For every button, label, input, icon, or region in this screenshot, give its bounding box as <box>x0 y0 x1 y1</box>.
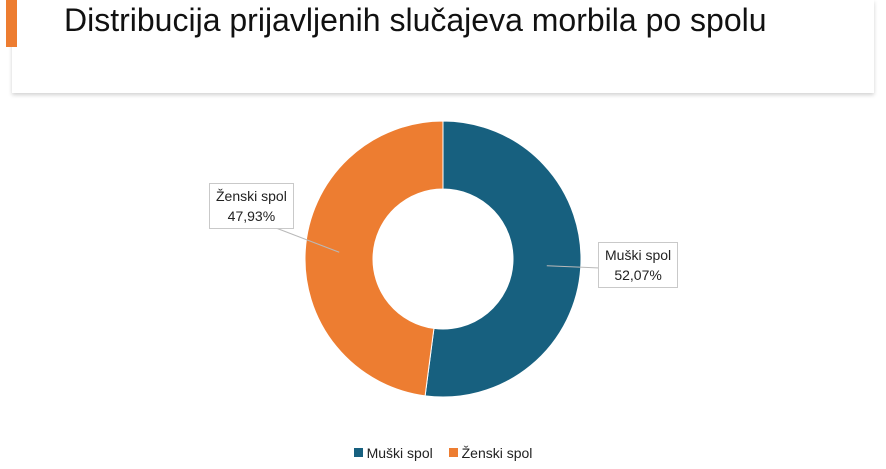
legend-label: Ženski spol <box>461 444 533 461</box>
title-accent-bar <box>6 0 17 47</box>
page-title: Distribucija prijavljenih slučajeva morb… <box>64 2 767 38</box>
legend-swatch <box>353 448 363 457</box>
leader-line-zenski-spol <box>275 227 340 253</box>
legend-item-zenski-spol[interactable]: Ženski spol <box>448 444 533 461</box>
callout-leader-lines <box>275 227 601 269</box>
data-label-zenski-spol: Ženski spol 47,93% <box>209 183 294 229</box>
donut-slice-muski-spol[interactable] <box>424 120 582 398</box>
data-label-value: 47,93% <box>227 208 276 224</box>
leader-line-muski-spol <box>546 265 601 269</box>
legend-label: Muški spol <box>366 444 433 461</box>
legend-swatch <box>448 448 458 457</box>
data-label-value: 52,07% <box>614 267 662 283</box>
data-label-muski-spol: Muški spol 52,07% <box>598 242 679 288</box>
header-card <box>12 0 874 93</box>
chart-legend: Muški spol Ženski spol <box>0 444 886 461</box>
legend-item-muski-spol[interactable]: Muški spol <box>353 444 433 461</box>
data-label-category: Ženski spol <box>216 188 287 204</box>
donut-slice-zenski-spol[interactable] <box>304 120 444 397</box>
data-label-category: Muški spol <box>605 247 672 263</box>
donut-slices <box>304 120 582 398</box>
